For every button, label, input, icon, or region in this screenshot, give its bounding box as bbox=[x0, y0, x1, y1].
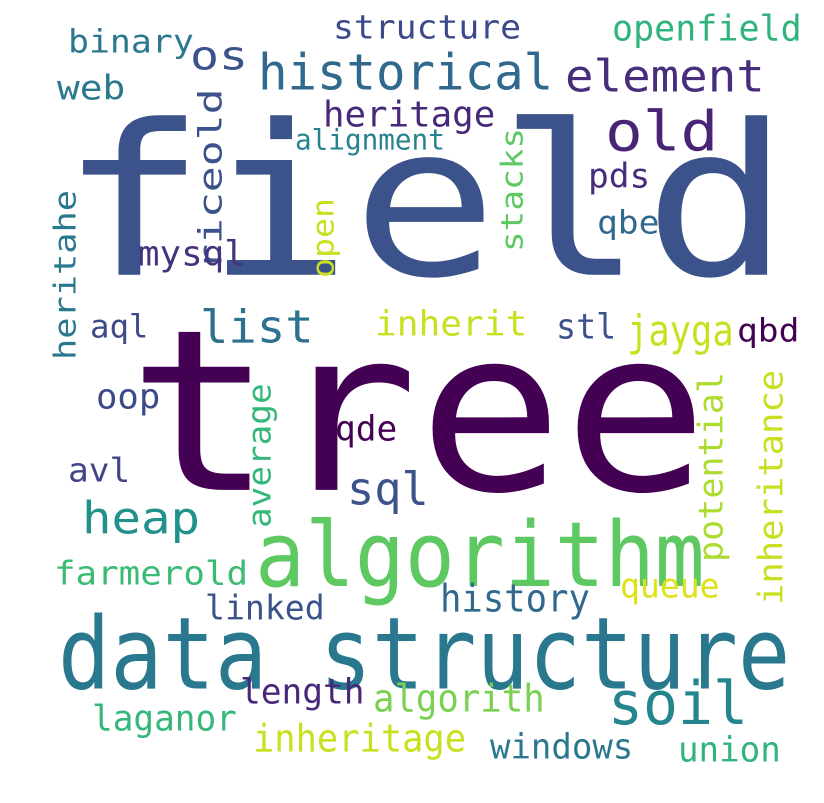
word-linked: linked bbox=[205, 588, 325, 628]
word-stacks: stacks bbox=[494, 127, 530, 252]
word-farmerold: farmerold bbox=[54, 555, 249, 593]
word-heritahe: heritahe bbox=[47, 189, 83, 360]
word-heap: heap bbox=[82, 493, 201, 545]
word-historical: historical bbox=[258, 43, 554, 102]
word-qbe: qbe bbox=[597, 205, 660, 242]
word-stl: stl bbox=[556, 306, 617, 347]
word-algorith: algorith bbox=[373, 676, 545, 721]
word-union: union bbox=[678, 729, 781, 770]
word-laganor: laganor bbox=[92, 698, 237, 740]
word-avl: avl bbox=[68, 452, 131, 490]
word-jayga: jayga bbox=[627, 306, 734, 356]
word-sql: sql bbox=[347, 462, 429, 516]
word-binary: binary bbox=[68, 24, 194, 61]
word-algorithm: algorithm bbox=[255, 502, 705, 608]
word-inheritage: inheritage bbox=[253, 716, 467, 761]
word-list: list bbox=[200, 300, 314, 354]
word-field: field bbox=[60, 80, 790, 325]
word-web: web bbox=[57, 68, 126, 108]
word-queue: queue bbox=[620, 566, 720, 606]
word-qbd: qbd bbox=[737, 313, 800, 350]
word-data-structure: data structure bbox=[58, 596, 791, 713]
word-open: open bbox=[305, 197, 341, 278]
word-openfield: openfield bbox=[612, 8, 802, 50]
word-structure: structure bbox=[333, 9, 522, 47]
word-heritage: heritage bbox=[323, 94, 496, 136]
word-os: os bbox=[190, 33, 249, 80]
word-qde: qde bbox=[335, 408, 398, 449]
word-element: element bbox=[565, 51, 765, 103]
word-length: length bbox=[240, 671, 365, 712]
word-alignment: alignment bbox=[295, 124, 445, 157]
word-inheritance: inheritance bbox=[751, 369, 791, 605]
word-aql: aql bbox=[90, 309, 149, 346]
word-potential: potential bbox=[691, 372, 731, 562]
word-history: history bbox=[440, 576, 590, 621]
word-windows: windows bbox=[490, 726, 634, 767]
word-tree: tree bbox=[128, 281, 709, 544]
word-old: old bbox=[605, 100, 719, 165]
word-soil: soil bbox=[608, 669, 749, 739]
word-oop: oop bbox=[96, 376, 161, 417]
word-inherit: inherit bbox=[375, 303, 528, 344]
word-pds: pds bbox=[588, 156, 651, 196]
word-average: average bbox=[242, 383, 279, 528]
word-mysql: mysql bbox=[138, 233, 246, 274]
